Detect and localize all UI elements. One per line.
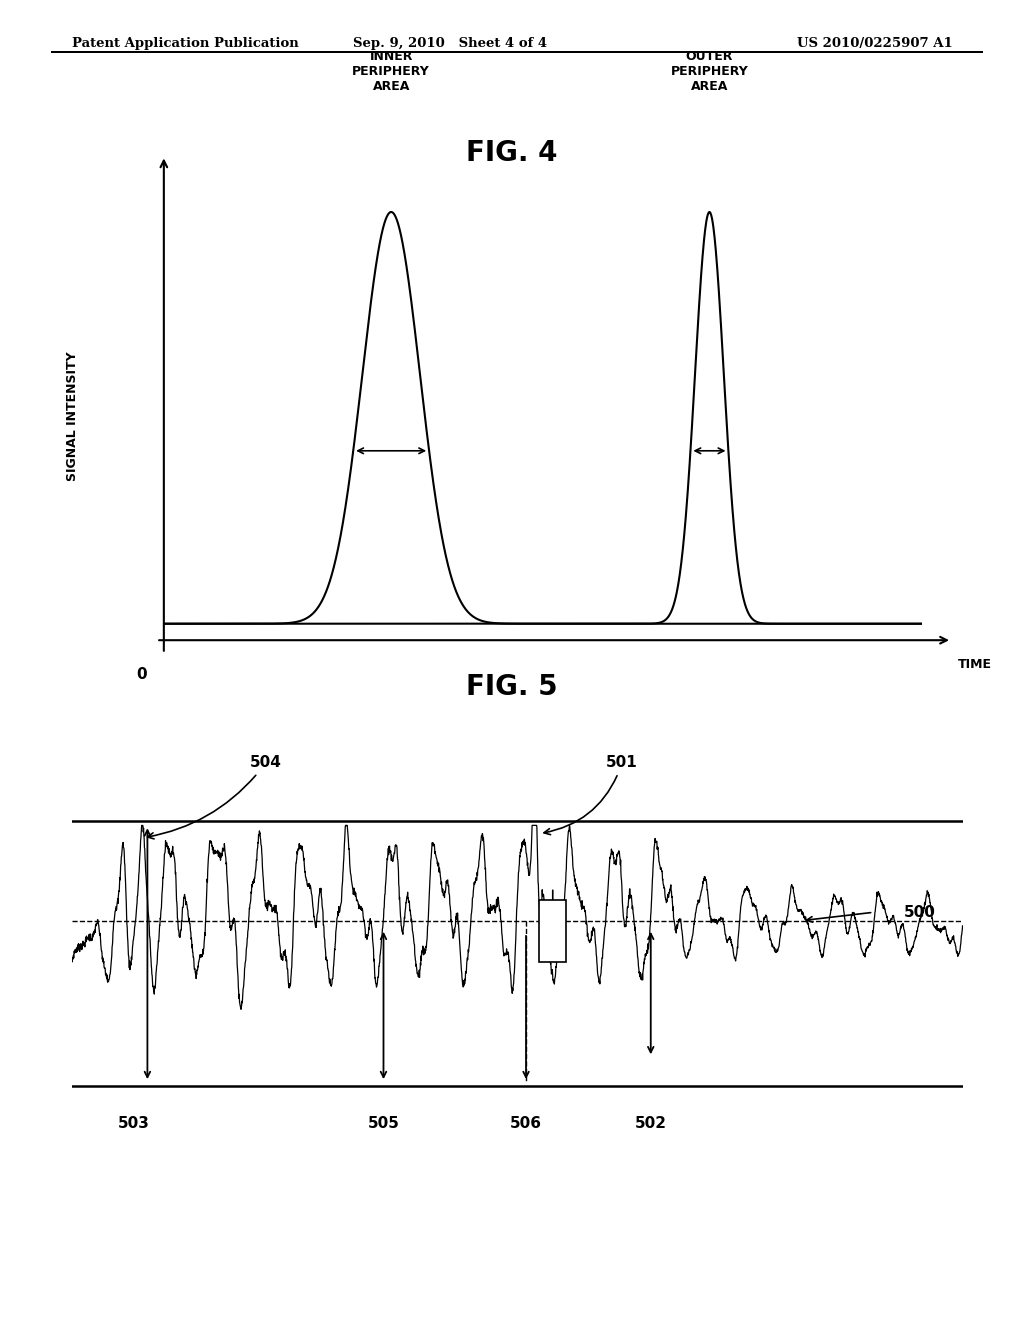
Text: 506: 506 bbox=[510, 1115, 542, 1130]
Text: SIGNAL INTENSITY: SIGNAL INTENSITY bbox=[67, 351, 80, 480]
Text: FIG. 5: FIG. 5 bbox=[466, 673, 558, 701]
Text: 503: 503 bbox=[118, 1115, 150, 1130]
Bar bbox=[540, 900, 566, 962]
Text: OUTER
PERIPHERY
AREA: OUTER PERIPHERY AREA bbox=[671, 50, 749, 92]
Text: 501: 501 bbox=[544, 755, 638, 834]
Text: Sep. 9, 2010   Sheet 4 of 4: Sep. 9, 2010 Sheet 4 of 4 bbox=[353, 37, 548, 50]
Text: FIG. 4: FIG. 4 bbox=[466, 139, 558, 166]
Text: 500: 500 bbox=[904, 904, 936, 920]
Text: INNER
PERIPHERY
AREA: INNER PERIPHERY AREA bbox=[352, 50, 430, 92]
Text: Patent Application Publication: Patent Application Publication bbox=[72, 37, 298, 50]
Text: 504: 504 bbox=[147, 755, 282, 840]
Text: TIME: TIME bbox=[957, 659, 991, 671]
Text: 505: 505 bbox=[368, 1115, 399, 1130]
Text: US 2010/0225907 A1: US 2010/0225907 A1 bbox=[797, 37, 952, 50]
Text: 0: 0 bbox=[136, 667, 146, 682]
Text: 502: 502 bbox=[635, 1115, 667, 1130]
